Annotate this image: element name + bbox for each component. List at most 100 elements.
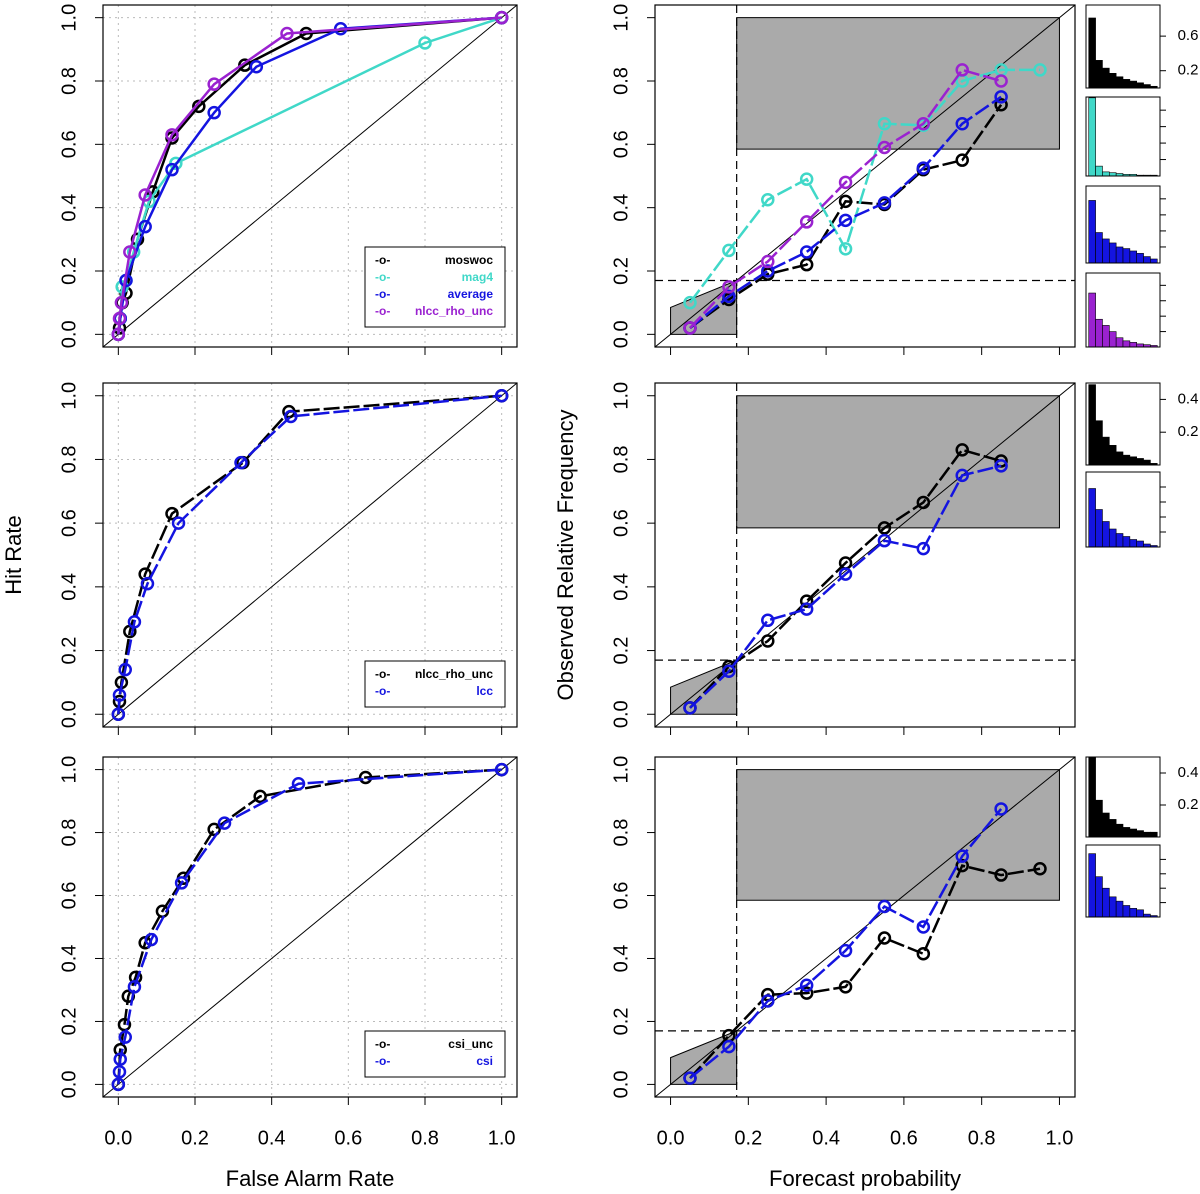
y-tick-label: 0.6 <box>610 130 632 158</box>
bar <box>1108 445 1117 466</box>
y-tick-label: 0.6 <box>58 130 80 158</box>
y-axis-label: Observed Relative Frequency <box>553 409 578 700</box>
y-tick-label: 0.2 <box>58 637 80 665</box>
series-line <box>117 768 502 1085</box>
y-tick-label: 0.2 <box>58 257 80 285</box>
point <box>916 161 931 175</box>
y-tick-label: 0.2 <box>1178 796 1199 813</box>
point <box>722 1039 736 1054</box>
y-tick-label: 0.6 <box>58 882 80 910</box>
x-tick-label: 1.0 <box>488 1127 516 1149</box>
legend-symbol: -o- <box>375 667 390 681</box>
point <box>838 242 853 256</box>
point <box>165 506 179 521</box>
bar <box>1088 200 1096 264</box>
y-tick-label: 0.4 <box>58 573 80 601</box>
y-tick-label: 0.0 <box>58 700 80 728</box>
point <box>127 980 142 994</box>
x-tick-label: 0.4 <box>812 1127 840 1149</box>
diagonal <box>102 382 518 728</box>
bar <box>1129 342 1138 348</box>
point <box>123 245 137 259</box>
bar <box>1088 17 1096 89</box>
y-axis-label: Hit Rate <box>1 515 26 594</box>
point <box>722 243 736 258</box>
bar <box>1102 238 1110 264</box>
bar <box>1095 420 1103 466</box>
point <box>165 128 179 142</box>
point <box>799 602 814 616</box>
y-tick-label: 0.4 <box>1178 764 1199 781</box>
bar <box>1102 887 1110 918</box>
bar <box>1136 540 1144 548</box>
bar <box>1095 509 1103 548</box>
point <box>1033 862 1047 876</box>
bar <box>1150 258 1158 264</box>
bar <box>1129 908 1138 918</box>
point <box>877 931 892 945</box>
bar <box>1088 853 1096 918</box>
bar <box>1102 521 1110 548</box>
bar <box>1102 436 1110 466</box>
point <box>117 1017 132 1032</box>
point <box>799 978 814 992</box>
x-tick-label: 0.4 <box>258 1127 286 1149</box>
point <box>799 594 814 608</box>
point <box>144 932 159 947</box>
x-tick-label: 0.6 <box>890 1127 918 1149</box>
y-tick-label: 0.6 <box>610 509 632 537</box>
legend-label: csi <box>476 1054 493 1068</box>
point <box>494 388 509 403</box>
y-tick-label: 0.0 <box>610 320 632 348</box>
point <box>994 802 1008 816</box>
bar <box>1115 533 1124 548</box>
point <box>683 295 697 310</box>
point <box>838 943 853 958</box>
series-line <box>689 104 1003 330</box>
bar <box>1115 246 1124 264</box>
point <box>112 688 127 702</box>
point <box>877 140 892 155</box>
bar <box>1136 82 1144 89</box>
bar <box>1095 232 1103 264</box>
x-tick-label: 0.0 <box>657 1127 685 1149</box>
y-tick-label: 1.0 <box>58 382 80 410</box>
point <box>418 36 432 50</box>
no-skill-region <box>736 395 1060 529</box>
point <box>683 321 697 335</box>
point <box>877 196 892 210</box>
bar <box>1088 384 1096 466</box>
y-tick-label: 1.0 <box>610 756 632 784</box>
legend-symbol: -o- <box>375 287 390 301</box>
series-line <box>117 394 502 715</box>
bar <box>1136 830 1144 838</box>
point <box>838 980 853 994</box>
legend-label: moswoc <box>445 253 493 267</box>
series-line <box>689 808 1003 1080</box>
point <box>207 822 221 837</box>
point <box>994 74 1008 88</box>
y-tick-label: 0.6 <box>1178 27 1199 44</box>
no-skill-region <box>736 769 1060 901</box>
bar <box>1136 458 1144 466</box>
bar <box>1108 242 1117 264</box>
point <box>799 172 814 186</box>
bar <box>1122 340 1131 348</box>
bar <box>1115 337 1124 348</box>
point <box>722 664 736 679</box>
point <box>916 117 931 131</box>
point <box>955 443 969 457</box>
legend-box <box>364 660 506 708</box>
y-tick-label: 0.8 <box>610 819 632 847</box>
point <box>118 1030 132 1044</box>
point <box>916 541 931 556</box>
point <box>916 947 931 961</box>
bar <box>1102 67 1110 89</box>
y-tick-label: 0.0 <box>58 320 80 348</box>
bar <box>1115 451 1124 466</box>
point <box>722 280 736 294</box>
y-tick-label: 0.2 <box>1178 423 1199 440</box>
point <box>253 789 267 804</box>
point <box>249 60 264 74</box>
point <box>114 295 129 310</box>
